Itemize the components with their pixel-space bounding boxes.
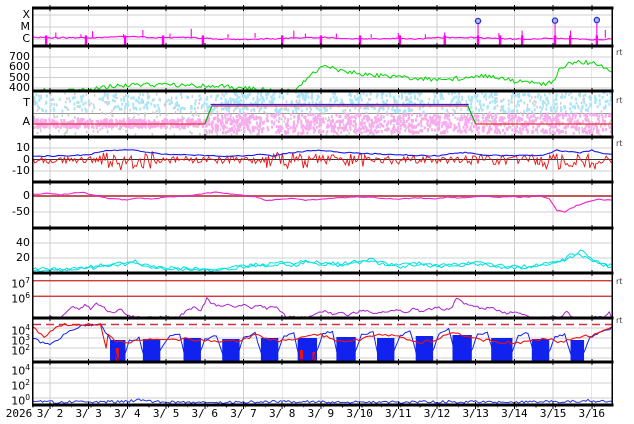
panel-proton-flux [33, 273, 612, 318]
panel-xray-flux [33, 8, 612, 46]
outer-axis-ticks [32, 5, 595, 409]
panel-borders [31, 6, 614, 407]
panel-electron-flux [33, 318, 612, 362]
panel-ticks [49, 46, 593, 91]
panel-imf-bt-bz [33, 137, 612, 182]
panel-dst-index [33, 182, 612, 228]
panel-electron-flux-low [33, 362, 612, 405]
panel-temperature-and-density [33, 91, 612, 137]
panel-proton-density [33, 228, 612, 273]
panel-solar-wind-speed [33, 46, 612, 91]
